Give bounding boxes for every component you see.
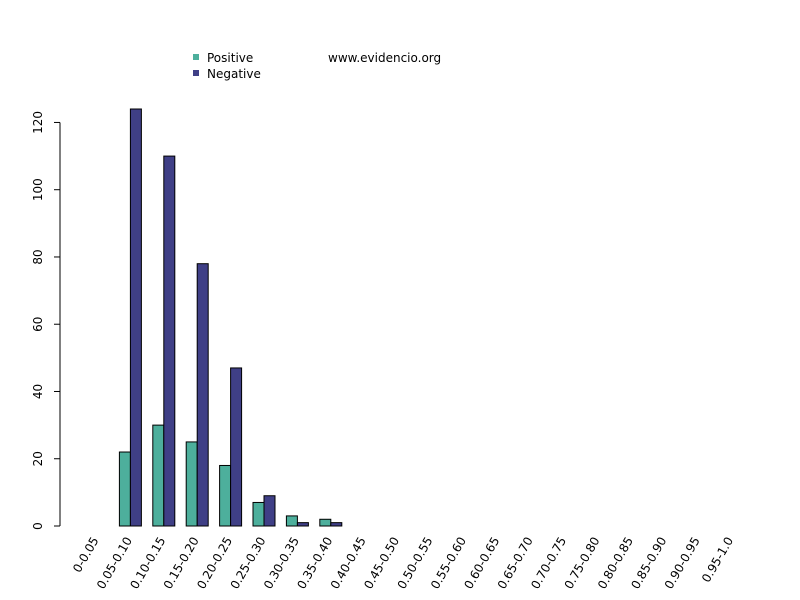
x-tick-label: 0.95-1.0: [699, 535, 736, 585]
legend-label-positive: Positive: [207, 51, 253, 65]
bar-positive: [319, 518, 332, 527]
legend-swatch-positive: [193, 54, 199, 60]
bar-positive: [118, 451, 131, 527]
bar-negative: [263, 495, 276, 527]
y-tick-label: 100: [31, 178, 45, 201]
y-tick-label: 20: [31, 451, 45, 466]
bar-negative: [163, 155, 176, 527]
bar-positive: [219, 464, 232, 527]
bar-negative: [129, 108, 142, 527]
bar-positive: [185, 441, 198, 527]
bar-positive: [252, 501, 265, 527]
legend-label-negative: Negative: [207, 67, 261, 81]
y-axis: 0 20 40 60 80 100 120: [31, 111, 61, 530]
bar-negative: [196, 263, 209, 527]
watermark-text: www.evidencio.org: [328, 51, 441, 65]
y-tick-label: 40: [31, 384, 45, 399]
bar-negative: [330, 522, 343, 527]
y-tick-label: 60: [31, 317, 45, 332]
x-axis: 0-0.050.05-0.100.10-0.150.15-0.200.20-0.…: [70, 535, 736, 592]
y-tick-label: 80: [31, 249, 45, 264]
y-tick-label: 120: [31, 111, 45, 134]
bar-positive: [152, 424, 165, 527]
y-tick-label: 0: [31, 522, 45, 530]
bar-positive: [285, 515, 298, 527]
legend-swatch-negative: [193, 70, 199, 76]
legend: Positive Negative: [193, 51, 261, 81]
bar-negative: [296, 522, 309, 527]
bars: [118, 108, 343, 527]
bar-negative: [230, 367, 243, 527]
x-tick-label: 0-0.05: [70, 535, 101, 576]
